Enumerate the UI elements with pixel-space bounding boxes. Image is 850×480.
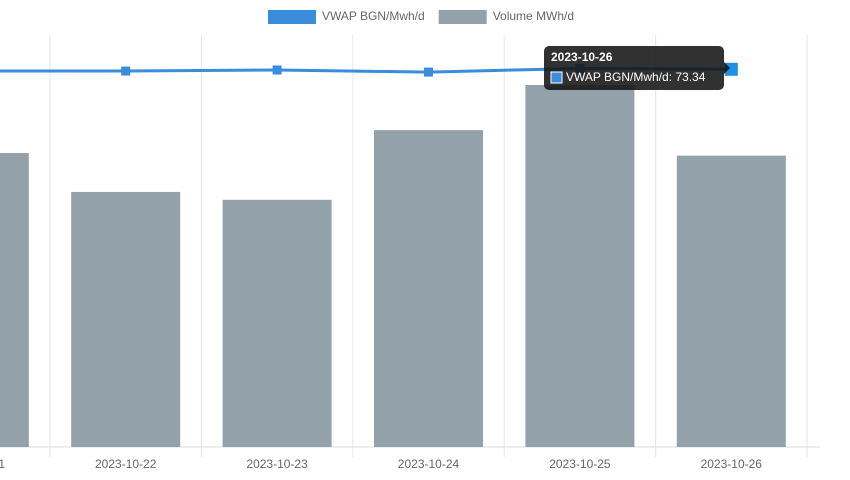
bar bbox=[676, 155, 786, 447]
bar bbox=[71, 191, 181, 447]
legend-item: Volume MWh/d bbox=[438, 9, 574, 24]
tooltip: 2023-10-26 VWAP BGN/Mwh/d: 73.34 bbox=[544, 46, 730, 90]
line-marker bbox=[272, 65, 282, 75]
tooltip-caret bbox=[724, 62, 730, 74]
bar bbox=[0, 153, 29, 447]
x-tick-label: 2023-10-25 bbox=[549, 457, 611, 471]
x-tick-label: 2023-10-26 bbox=[701, 457, 763, 471]
bar bbox=[374, 130, 483, 447]
tooltip-swatch bbox=[550, 71, 563, 84]
x-tick-label: 2023-10-21 bbox=[0, 457, 5, 471]
x-tick-label: 2023-10-22 bbox=[95, 457, 157, 471]
legend-label: VWAP BGN/Mwh/d bbox=[322, 9, 425, 23]
line-marker bbox=[724, 62, 738, 76]
line-marker bbox=[121, 66, 131, 76]
tooltip-box bbox=[544, 46, 724, 90]
legend-swatch bbox=[438, 10, 487, 24]
legend-item: VWAP BGN/Mwh/d bbox=[268, 9, 425, 24]
legend-swatch bbox=[268, 10, 316, 24]
x-tick-label: 2023-10-24 bbox=[398, 457, 460, 471]
x-tick-label: 2023-10-23 bbox=[246, 457, 308, 471]
bar bbox=[525, 85, 635, 448]
legend-label: Volume MWh/d bbox=[493, 9, 574, 23]
line-marker bbox=[424, 67, 433, 77]
bar bbox=[222, 199, 332, 447]
tooltip-title: 2023-10-26 bbox=[551, 50, 613, 64]
tooltip-label: VWAP BGN/Mwh/d: 73.34 bbox=[566, 70, 706, 84]
